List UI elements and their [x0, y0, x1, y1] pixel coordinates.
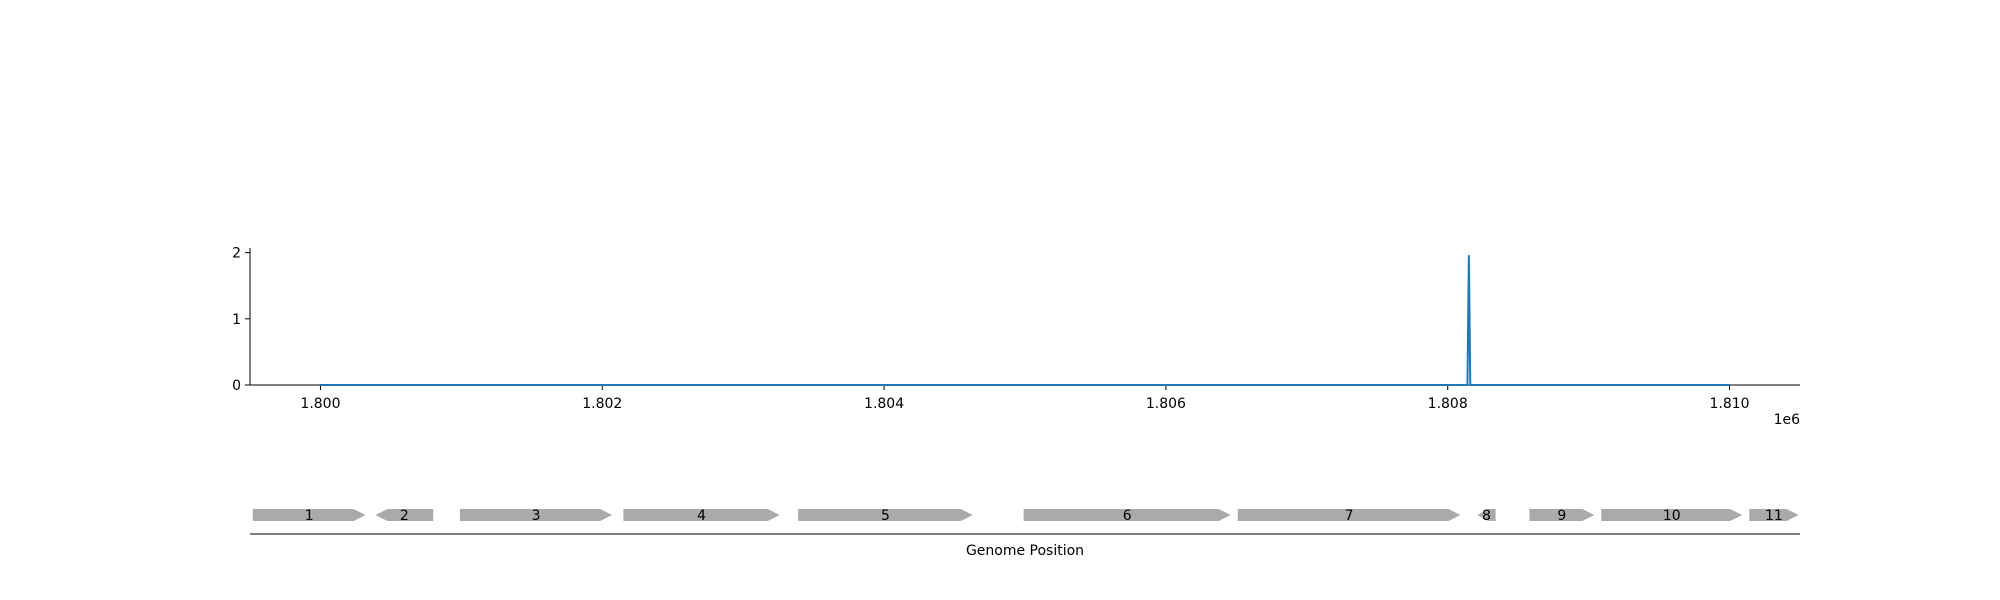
gene-arrow-9: [1529, 509, 1595, 521]
y-tick-label: 2: [232, 246, 241, 262]
series-layer: [320, 254, 1730, 386]
y-ticks: 0 1 2: [232, 246, 250, 394]
gene-arrow-1: [252, 509, 366, 521]
gene-arrow-5: [798, 509, 973, 521]
gene-label-1: 1: [305, 508, 314, 524]
x-tick-label: 1.804: [864, 396, 904, 412]
gene-arrow-7: [1237, 509, 1461, 521]
coverage-series-line-0: [320, 254, 1730, 386]
y-tick-label: 1: [232, 312, 241, 328]
genes-layer: 1 2 3 4 5 6 7 8 9 10 11: [252, 508, 1799, 524]
gene-arrow-3: [459, 509, 613, 521]
x-axis-label: Genome Position: [966, 543, 1084, 559]
gene-label-10: 10: [1663, 508, 1681, 524]
gene-arrow-4: [623, 509, 780, 521]
gene-label-7: 7: [1345, 508, 1354, 524]
y-tick-label: 0: [232, 378, 241, 394]
x-tick-label: 1.810: [1709, 396, 1749, 412]
gene-label-6: 6: [1123, 508, 1132, 524]
gene-track: 1 2 3 4 5 6 7 8 9 10 11 Genome Position: [250, 508, 1800, 559]
x-tick-label: 1.806: [1146, 396, 1186, 412]
x-offset-label: 1e6: [1774, 412, 1801, 428]
x-tick-label: 1.800: [300, 396, 340, 412]
coverage-axes: 1.800 1.802 1.804 1.806 1.808 1.810 0 1 2 1e6: [232, 246, 1800, 428]
gene-label-11: 11: [1765, 508, 1783, 524]
gene-label-4: 4: [697, 508, 706, 524]
gene-label-8: 8: [1482, 508, 1491, 524]
gene-arrow-8: [1477, 509, 1496, 521]
x-tick-label: 1.808: [1428, 396, 1468, 412]
gene-label-5: 5: [881, 508, 890, 524]
gene-arrow-6: [1023, 509, 1231, 521]
x-tick-label: 1.802: [582, 396, 622, 412]
x-ticks: 1.800 1.802 1.804 1.806 1.808 1.810: [300, 385, 1750, 412]
gene-label-9: 9: [1557, 508, 1566, 524]
gene-arrow-2: [375, 509, 434, 521]
gene-label-3: 3: [532, 508, 541, 524]
gene-label-2: 2: [400, 508, 409, 524]
gene-arrow-10: [1601, 509, 1743, 521]
gene-arrow-11: [1749, 509, 1799, 521]
